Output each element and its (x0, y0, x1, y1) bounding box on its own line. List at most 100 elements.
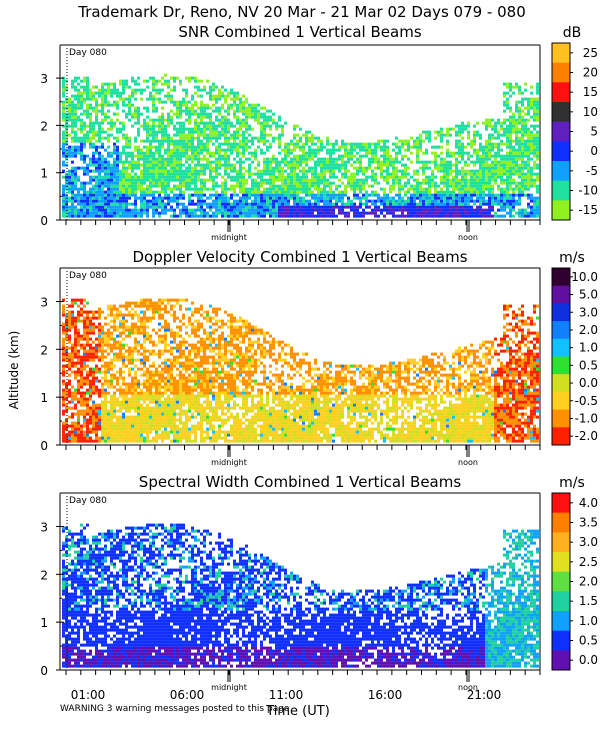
heatmap-cell (536, 173, 539, 176)
heatmap-cell (71, 401, 74, 404)
heatmap-cell (485, 173, 488, 176)
heatmap-cell (83, 413, 86, 416)
heatmap-cell (245, 179, 248, 182)
heatmap-cell (500, 158, 503, 161)
heatmap-cell (518, 182, 521, 185)
heatmap-cell (437, 170, 440, 173)
heatmap-cell (536, 125, 539, 128)
heatmap-cell (83, 395, 86, 398)
heatmap-cell (62, 188, 65, 191)
heatmap-cell (314, 206, 317, 209)
heatmap-cell (215, 167, 218, 170)
heatmap-cell (278, 179, 281, 182)
heatmap-cell (167, 209, 170, 212)
heatmap-cell (386, 200, 389, 203)
heatmap-cell (140, 179, 143, 182)
heatmap-cell (332, 167, 335, 170)
heatmap-cell (476, 173, 479, 176)
heatmap-cell (305, 170, 308, 173)
heatmap-cell (230, 185, 233, 188)
heatmap-cell (128, 203, 131, 206)
heatmap-cell (110, 350, 113, 353)
heatmap-cell (95, 212, 98, 215)
heatmap-cell (233, 131, 236, 134)
heatmap-cell (203, 143, 206, 146)
heatmap-cell (509, 194, 512, 197)
heatmap-cell (161, 176, 164, 179)
heatmap-cell (452, 179, 455, 182)
heatmap-cell (98, 104, 101, 107)
heatmap-cell (92, 107, 95, 110)
heatmap-cell (149, 158, 152, 161)
colorbar-swatch (552, 200, 570, 220)
heatmap-cell (245, 110, 248, 113)
heatmap-cell (218, 164, 221, 167)
heatmap-cell (74, 122, 77, 125)
heatmap-cell (227, 92, 230, 95)
heatmap-cell (140, 209, 143, 212)
heatmap-cell (191, 212, 194, 215)
heatmap-cell (284, 206, 287, 209)
heatmap-cell (323, 188, 326, 191)
heatmap-cell (467, 164, 470, 167)
heatmap-cell (212, 194, 215, 197)
heatmap-cell (527, 167, 530, 170)
heatmap-cell (158, 203, 161, 206)
heatmap-cell (83, 422, 86, 425)
heatmap-cell (197, 191, 200, 194)
heatmap-cell (329, 188, 332, 191)
heatmap-cell (482, 122, 485, 125)
heatmap-cell (407, 173, 410, 176)
heatmap-cell (518, 86, 521, 89)
heatmap-cell (161, 197, 164, 200)
heatmap-cell (398, 206, 401, 209)
heatmap-cell (371, 173, 374, 176)
heatmap-cell (239, 143, 242, 146)
heatmap-cell (488, 197, 491, 200)
heatmap-cell (143, 89, 146, 92)
heatmap-cell (83, 170, 86, 173)
heatmap-cells (62, 299, 539, 443)
heatmap-cell (77, 314, 80, 317)
heatmap-cell (89, 146, 92, 149)
heatmap-cell (392, 197, 395, 200)
heatmap-cell (113, 182, 116, 185)
heatmap-cell (509, 155, 512, 158)
heatmap-cell (398, 149, 401, 152)
heatmap-cell (89, 416, 92, 419)
heatmap-cell (167, 197, 170, 200)
heatmap-cell (263, 140, 266, 143)
heatmap-cell (362, 170, 365, 173)
heatmap-cell (467, 191, 470, 194)
heatmap-cell (209, 92, 212, 95)
heatmap-cell (374, 194, 377, 197)
heatmap-cell (155, 161, 158, 164)
heatmap-cell (173, 152, 176, 155)
heatmap-cell (254, 209, 257, 212)
heatmap-cell (524, 209, 527, 212)
heatmap-cell (116, 203, 119, 206)
heatmap-cell (347, 152, 350, 155)
heatmap-cell (311, 212, 314, 215)
heatmap-cell (368, 158, 371, 161)
heatmap-cell (92, 380, 95, 383)
heatmap-cell (332, 194, 335, 197)
heatmap-cell (215, 110, 218, 113)
heatmap-cell (524, 215, 527, 218)
heatmap-cell (215, 203, 218, 206)
heatmap-cell (281, 200, 284, 203)
heatmap-cell (131, 212, 134, 215)
heatmap-cell (464, 212, 467, 215)
heatmap-cell (377, 167, 380, 170)
heatmap-cell (158, 185, 161, 188)
heatmap-cell (443, 164, 446, 167)
heatmap-cell (95, 347, 98, 350)
heatmap-cell (95, 188, 98, 191)
heatmap-cell (98, 191, 101, 194)
heatmap-cell (251, 191, 254, 194)
heatmap-cell (449, 161, 452, 164)
heatmap-cell (74, 389, 77, 392)
heatmap-cell (308, 212, 311, 215)
heatmap-cell (68, 191, 71, 194)
heatmap-cell (98, 122, 101, 125)
